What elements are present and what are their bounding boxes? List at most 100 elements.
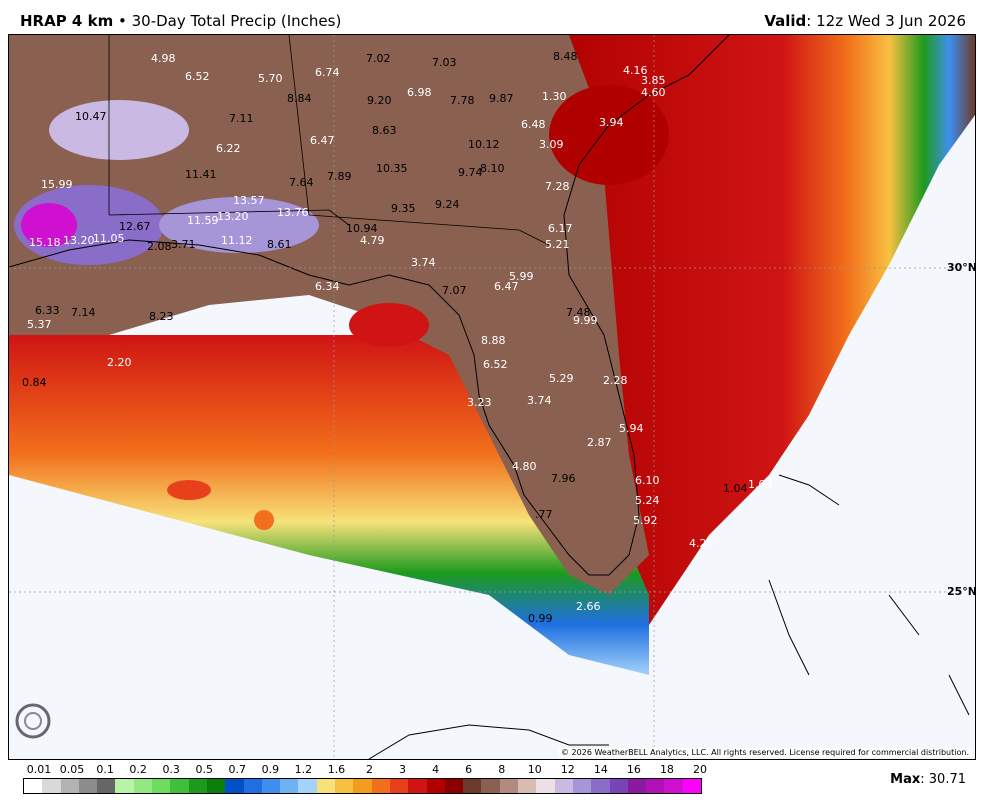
legend-tick-label: 0.01: [26, 763, 52, 776]
precip-value-label: 15.99: [41, 178, 73, 191]
precip-value-label: 6.10: [635, 474, 660, 487]
orange-spot-gulf: [167, 480, 211, 500]
precip-value-label: 5.21: [545, 238, 570, 251]
precip-value-label: 3.94: [599, 116, 624, 129]
precip-value-label: 4.16: [623, 64, 648, 77]
legend-swatch: [627, 779, 647, 793]
precip-value-label: 12.67: [119, 220, 151, 233]
precip-value-label: 10.94: [346, 222, 378, 235]
red-zone-pensacola: [349, 303, 429, 347]
precip-value-label: 7.07: [442, 284, 467, 297]
precip-value-label: 7.03: [432, 56, 457, 69]
precip-value-label: 13.20: [217, 210, 249, 223]
legend-swatch: [426, 779, 445, 793]
precip-value-label: 5.94: [619, 422, 644, 435]
precip-value-label: 0.84: [22, 376, 47, 389]
precip-value-label: 8.84: [287, 92, 312, 105]
precip-value-label: 1.04: [723, 482, 748, 495]
precip-value-label: 4.80: [512, 460, 537, 473]
legend-swatch: [353, 779, 372, 793]
legend-swatch: [335, 779, 354, 793]
legend-tick-label: 14: [593, 763, 608, 776]
legend-tick-label: 0.05: [59, 763, 85, 776]
max-number: : 30.71: [920, 772, 966, 787]
legend-tick-label: 0.3: [162, 763, 180, 776]
legend-tick-label: 0.1: [96, 763, 114, 776]
precip-value-label: 8.63: [372, 124, 397, 137]
precip-value-label: 6.47: [310, 134, 335, 147]
precip-value-label: 6.98: [407, 86, 432, 99]
model-name: HRAP 4 km: [20, 12, 114, 30]
precip-value-label: 7.11: [229, 112, 254, 125]
precip-value-label: 15.18: [29, 236, 61, 249]
precip-value-label: 3.85: [641, 74, 666, 87]
map-title: HRAP 4 km • 30-Day Total Precip (Inches): [20, 12, 341, 30]
precip-value-label: 4.27: [689, 537, 714, 550]
precip-value-label: 8.10: [480, 162, 505, 175]
legend-swatch: [298, 779, 317, 793]
purple-zone-north: [49, 100, 189, 160]
legend-tick-label: 0.5: [195, 763, 214, 776]
land-precip-field: [9, 35, 649, 595]
precip-value-label: 2.08: [147, 240, 172, 253]
precip-value-label: 11.05: [93, 232, 125, 245]
precip-value-label: 7.78: [450, 94, 475, 107]
precip-value-label: 6.52: [185, 70, 210, 83]
max-value: Max: 30.71: [890, 772, 966, 787]
legend-tick-label: 0.7: [228, 763, 247, 776]
legend-swatch: [481, 779, 500, 793]
precip-value-label: 1.30: [542, 90, 567, 103]
state-borders: [108, 35, 550, 246]
precip-value-label: 9.24: [435, 198, 460, 211]
legend-tick-label: 0.2: [129, 763, 147, 776]
legend-swatch: [188, 779, 207, 793]
legend-tick-label: 1.2: [294, 763, 313, 776]
legend-swatch: [591, 779, 610, 793]
legend-swatch: [646, 779, 665, 793]
map-canvas: [9, 35, 975, 759]
precip-value-label: 3.09: [539, 138, 564, 151]
legend-swatch: [444, 779, 464, 793]
legend-tick-label: 0.9: [261, 763, 280, 776]
legend-swatch: [24, 779, 43, 793]
legend-swatch: [280, 779, 299, 793]
legend-tick-label: 10: [527, 763, 542, 776]
legend-tick-label: 6: [465, 763, 473, 776]
legend-swatch: [554, 779, 573, 793]
legend-swatch: [572, 779, 592, 793]
legend-swatch: [389, 779, 409, 793]
legend-tick-label: 8: [498, 763, 506, 776]
precip-value-label: 8.48: [553, 50, 578, 63]
precip-value-label: 7.02: [366, 52, 391, 65]
precip-value-label: 2.66: [576, 600, 601, 613]
precip-value-label: 9.35: [391, 202, 416, 215]
legend-swatch: [133, 779, 153, 793]
legend-swatch: [609, 779, 628, 793]
precip-value-label: 11.12: [221, 234, 253, 247]
legend-tick-label: 1.6: [327, 763, 346, 776]
legend-swatch: [261, 779, 281, 793]
magenta-zone-west: [21, 203, 77, 247]
precip-value-label: 5.92: [633, 514, 658, 527]
precip-value-label: 6.22: [216, 142, 241, 155]
legend-swatch: [115, 779, 134, 793]
legend-swatch: [371, 779, 390, 793]
precip-value-label: 7.64: [289, 176, 314, 189]
atlantic-precip-field: [549, 35, 975, 655]
legend-tick-label: 2: [366, 763, 373, 776]
legend-swatch: [682, 779, 701, 793]
legend-tick-label: 16: [626, 763, 641, 776]
precip-value-label: 13.20: [63, 234, 95, 247]
precip-value-label: 8.23: [149, 310, 174, 323]
legend-tick-label: 18: [659, 763, 674, 776]
precip-value-label: .77: [535, 508, 553, 521]
precip-value-label: 4.60: [641, 86, 666, 99]
precip-value-label: 4.98: [151, 52, 176, 65]
legend-swatch: [42, 779, 61, 793]
precip-value-label: 5.37: [27, 318, 52, 331]
legend-tick-label: 4: [432, 763, 440, 776]
title-bullet: •: [117, 12, 127, 30]
precip-value-label: 6.47: [494, 280, 519, 293]
precip-value-label: 5.29: [549, 372, 574, 385]
precip-value-label: 2.87: [587, 436, 612, 449]
